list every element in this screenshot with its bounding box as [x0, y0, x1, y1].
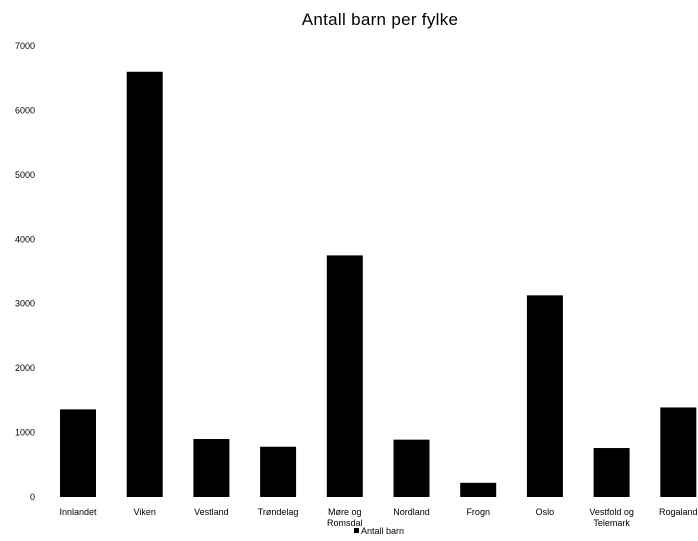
x-tick-label: Vestfold og Telemark: [589, 507, 634, 528]
bar-frogn: [460, 482, 497, 497]
bar-viken: [126, 71, 163, 498]
y-tick-label: 5000: [15, 170, 35, 180]
bar-vestfold-og-telemark: [593, 448, 630, 497]
x-tick-label: Vestland: [194, 507, 229, 517]
y-tick-label: 2000: [15, 363, 35, 373]
y-tick-label: 0: [30, 492, 35, 502]
x-tick-label: Trøndelag: [258, 507, 299, 517]
bar-vestland: [193, 439, 230, 497]
y-tick-label: 7000: [15, 41, 35, 51]
x-tick-label: Rogaland: [659, 507, 698, 517]
y-tick-label: 4000: [15, 234, 35, 244]
x-tick-label: Viken: [134, 507, 156, 517]
bar-rogaland: [660, 407, 697, 497]
bar-oslo: [526, 295, 563, 497]
x-tick-label: Oslo: [536, 507, 555, 517]
chart-title: Antall barn per fylke: [301, 10, 459, 29]
bar-nordland: [393, 439, 430, 497]
y-tick-label: 1000: [15, 428, 35, 438]
legend-swatch: [354, 528, 359, 533]
y-tick-label: 3000: [15, 299, 35, 309]
bar-innlandet: [60, 409, 96, 497]
y-tick-label: 6000: [15, 105, 35, 115]
x-tick-label: Frogn: [466, 507, 490, 517]
bar-møre-og-romsdal: [326, 255, 363, 497]
bar-trøndelag: [260, 446, 297, 497]
legend-label: Antall barn: [361, 526, 405, 536]
x-tick-label: Nordland: [393, 507, 430, 517]
x-tick-label: Innlandet: [59, 507, 97, 517]
x-tick-label: Møre og Romsdal: [327, 507, 363, 528]
legend: Antall barn: [354, 526, 404, 536]
